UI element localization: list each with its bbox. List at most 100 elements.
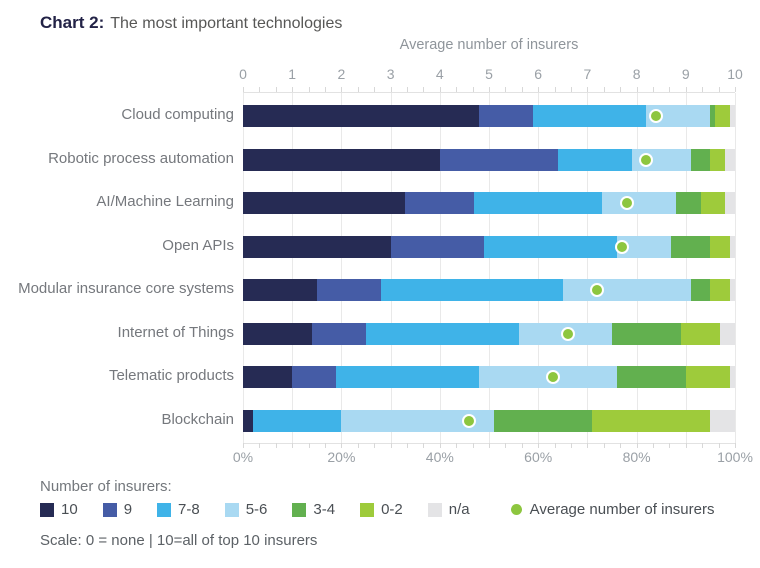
bottom-axis-minor-ticks — [243, 443, 736, 448]
minor-tick — [243, 87, 244, 92]
minor-tick — [636, 443, 638, 448]
legend-item-3-4: 3-4 — [292, 501, 335, 518]
minor-tick — [521, 87, 523, 92]
minor-tick — [275, 87, 277, 92]
minor-tick — [456, 443, 458, 448]
bar-row — [243, 279, 735, 301]
category-label: Internet of Things — [117, 323, 234, 341]
bar-segment-7-8 — [533, 105, 647, 127]
chart-title-prefix: Chart 2: — [40, 13, 105, 32]
legend-item-label: 9 — [123, 501, 133, 518]
average-dot — [649, 109, 664, 123]
bar-row — [243, 148, 735, 171]
bar-segment-7-8 — [336, 366, 480, 388]
bar-segment-0-2 — [710, 148, 726, 171]
bar-segment-7-8 — [484, 235, 617, 258]
minor-tick — [308, 443, 310, 448]
minor-tick — [505, 443, 507, 448]
bar-row — [243, 105, 735, 127]
top-axis-tick-label: 10 — [727, 66, 743, 82]
gridline — [390, 93, 392, 443]
legend-item-n/a: n/a — [427, 501, 470, 518]
bar-segment-0-2 — [710, 279, 731, 301]
minor-tick — [489, 443, 490, 448]
bar-segment-5-6 — [602, 192, 676, 214]
gridline — [587, 93, 589, 443]
minor-tick — [554, 87, 556, 92]
minor-tick — [669, 443, 671, 448]
legend-swatch — [157, 502, 172, 517]
legend-swatch — [40, 502, 54, 517]
top-axis-tick-label: 5 — [485, 66, 493, 82]
category-label: Robotic process automation — [48, 149, 234, 167]
legend-item-10: 10 — [40, 501, 78, 518]
top-axis-tick-label: 6 — [534, 66, 543, 82]
minor-tick — [505, 87, 507, 92]
bar-segment-10 — [243, 148, 440, 171]
bar-segment-0-2 — [680, 322, 721, 345]
bar-segment-0-2 — [700, 192, 726, 214]
top-axis-tick-label: 8 — [632, 66, 641, 82]
bottom-axis-tick-labels: 0% 20% 40% 60% 80% 100% — [233, 449, 753, 465]
minor-tick — [423, 87, 425, 92]
minor-tick — [735, 87, 736, 92]
legend-item-label: n/a — [448, 501, 470, 518]
scale-footnote: Scale: 0 = none | 10=all of top 10 insur… — [40, 532, 318, 549]
minor-tick — [325, 87, 326, 92]
legend-item-label: 10 — [61, 501, 78, 518]
bar-row — [243, 235, 735, 258]
bar-segment-10 — [243, 322, 312, 345]
minor-tick — [554, 443, 556, 448]
average-dot-icon — [510, 504, 522, 515]
bar-segment-0-2 — [710, 235, 731, 258]
bar-row — [243, 322, 735, 345]
chart-title: Chart 2: The most important technologies — [40, 13, 342, 33]
bar-segment-5-6 — [562, 279, 691, 301]
legend-item-average: Average number of insurers — [510, 501, 714, 518]
bar-segment-9 — [405, 192, 475, 214]
bar-segment-n/a — [720, 322, 735, 345]
gridline — [636, 93, 638, 443]
bar-segment-n/a — [730, 366, 735, 388]
category-label: Open APIs — [162, 236, 234, 254]
category-labels: Cloud computing Robotic process automatio… — [0, 92, 234, 442]
bar-segment-0-2 — [715, 105, 731, 127]
bar-segment-n/a — [730, 105, 735, 127]
legend: 10 9 7-8 5-6 3-4 0-2 n/a Average number of insu… — [40, 501, 714, 518]
minor-tick — [259, 443, 261, 448]
average-dot — [639, 152, 654, 167]
legend-item-label: 3-4 — [313, 501, 336, 518]
minor-tick — [718, 87, 720, 92]
minor-tick — [341, 87, 343, 92]
minor-tick — [407, 87, 408, 92]
bar-segment-7-8 — [380, 279, 563, 301]
minor-tick — [685, 443, 687, 448]
average-dot — [462, 413, 477, 428]
bar-segment-n/a — [710, 409, 735, 432]
bar-segment-0-2 — [685, 366, 731, 388]
top-axis-tick-labels: 0 1 2 3 4 5 6 7 8 9 10 — [239, 66, 743, 82]
minor-tick — [603, 443, 605, 448]
bar-segment-9 — [390, 235, 485, 258]
minor-tick — [620, 443, 622, 448]
bar-segment-10 — [243, 192, 406, 214]
bar-segment-7-8 — [365, 322, 519, 345]
bottom-axis-tick-label: 100% — [717, 449, 753, 465]
average-dot — [560, 326, 575, 341]
bar-segment-9 — [292, 366, 337, 388]
legend-item-label: 0-2 — [381, 501, 403, 518]
top-axis-title: Average number of insurers — [399, 37, 579, 53]
minor-tick — [292, 87, 294, 92]
category-label: Modular insurance core systems — [18, 280, 234, 297]
bar-segment-3-4 — [710, 105, 716, 127]
bar-segment-n/a — [725, 192, 735, 214]
gridline — [292, 93, 294, 443]
gridline — [243, 93, 244, 443]
bottom-axis-tick-label: 0% — [232, 449, 254, 465]
minor-tick — [423, 443, 425, 448]
bar-segment-9 — [479, 105, 534, 127]
top-axis-tick-label: 9 — [681, 66, 690, 82]
minor-tick — [275, 443, 277, 448]
minor-tick — [472, 87, 474, 92]
